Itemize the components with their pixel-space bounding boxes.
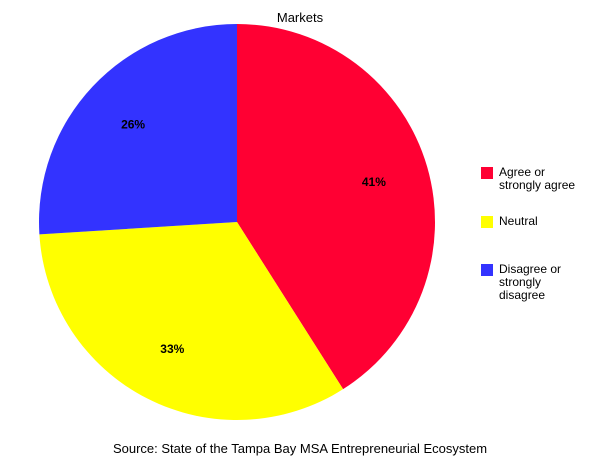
slice-label-neutral: 33% — [160, 342, 184, 356]
legend-item-agree: Agree or strongly agree — [481, 166, 589, 192]
slice-label-disagree: 26% — [121, 117, 145, 131]
pie-slices — [38, 24, 436, 421]
pie-slice-agree — [237, 24, 436, 390]
legend-item-neutral: Neutral — [481, 215, 589, 228]
pie-slice-disagree — [38, 24, 237, 235]
legend-item-disagree: Disagree or strongly disagree — [481, 263, 589, 302]
legend-label-neutral: Neutral — [499, 214, 538, 228]
pie-slice-neutral — [39, 222, 344, 421]
chart-title: Markets — [276, 10, 324, 25]
legend-swatch-neutral — [481, 216, 493, 228]
legend-swatch-disagree — [481, 264, 493, 276]
pie-slice-labels: 41% 33% 26% — [121, 117, 386, 356]
legend-label-disagree: Disagree or strongly disagree — [499, 262, 562, 302]
legend-swatch-agree — [481, 167, 493, 179]
legend-label-agree: Agree or strongly agree — [499, 165, 576, 192]
slice-label-agree: 41% — [362, 175, 386, 189]
chart-source: Source: State of the Tampa Bay MSA Entre… — [112, 441, 488, 456]
